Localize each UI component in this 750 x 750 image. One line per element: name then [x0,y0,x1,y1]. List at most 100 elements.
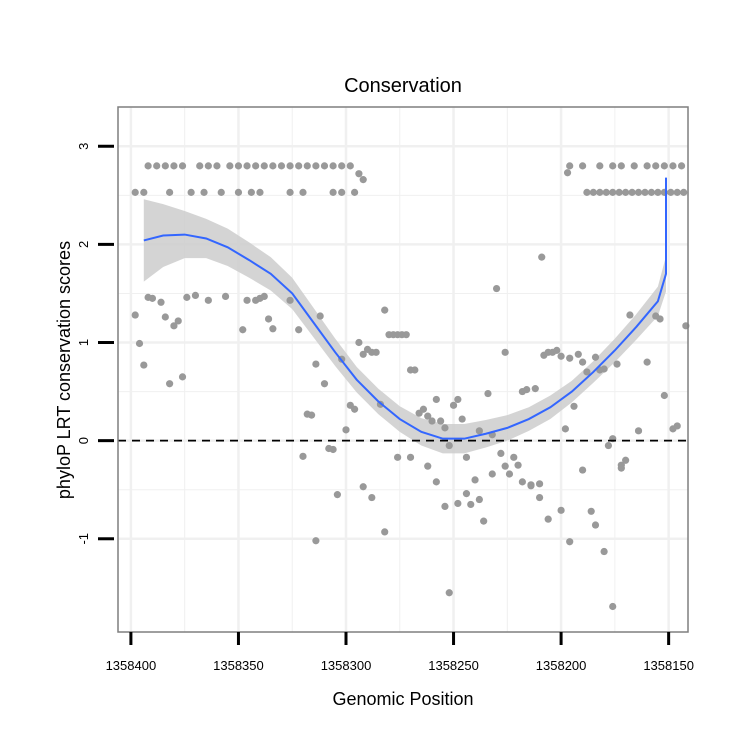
data-point-154 [570,402,578,410]
y-tick-label-1: 0 [76,437,91,444]
data-point-28 [217,188,225,196]
data-point-49 [579,162,587,170]
data-point-9 [234,162,243,170]
data-point-108 [372,348,380,356]
data-point-205 [609,602,617,611]
data-point-54 [609,188,617,196]
data-point-69 [135,339,144,348]
data-point-195 [501,462,509,470]
data-point-123 [437,417,445,425]
data-point-79 [183,293,191,301]
data-point-183 [368,493,376,502]
data-point-137 [497,449,505,458]
data-point-52 [596,188,604,196]
data-point-27 [200,188,208,196]
data-point-46 [669,162,677,170]
data-point-136 [492,284,501,293]
data-point-145 [531,385,539,393]
data-point-141 [514,461,522,469]
data-point-87 [260,292,268,300]
data-point-5 [196,162,204,170]
data-point-37 [355,170,363,178]
data-point-47 [677,162,686,170]
data-point-10 [243,162,251,170]
data-point-8 [226,162,234,170]
data-point-122 [432,395,440,404]
data-point-125 [445,441,453,450]
data-point-157 [583,368,591,376]
data-point-63 [667,188,675,196]
data-point-174 [673,422,681,430]
data-point-156 [579,358,587,366]
data-point-3 [170,162,178,170]
data-point-191 [454,499,462,508]
data-point-132 [475,427,483,435]
data-point-199 [544,515,552,523]
data-point-82 [221,292,230,300]
data-point-53 [602,188,610,196]
data-point-200 [557,506,565,514]
data-point-189 [441,502,449,510]
data-point-168 [634,427,643,435]
data-point-166 [622,456,630,464]
data-point-21 [338,162,346,170]
y-axis-ticks: -1 0 1 2 3 [76,143,114,545]
data-point-58 [634,188,643,196]
data-point-202 [579,466,587,474]
x-axis-ticks: 1358400 1358350 1358300 1358250 1358200 13581… [106,632,694,673]
data-point-95 [316,312,324,320]
data-point-203 [591,521,600,529]
data-point-190 [445,589,453,597]
data-point-201 [566,538,574,546]
chart-title: Conservation [344,75,462,97]
x-tick-label-4: 1358200 [536,658,587,673]
data-point-120 [424,412,432,420]
data-points [131,162,690,611]
data-point-91 [295,326,303,334]
data-point-42 [630,162,638,170]
data-point-103 [351,405,359,413]
data-point-77 [174,317,182,325]
y-axis-title: phyloP LRT conservation scores [54,241,74,499]
data-point-83 [239,326,247,334]
data-point-23 [131,188,139,196]
data-point-187 [424,462,432,470]
plot-frame [117,106,689,633]
data-point-119 [419,405,428,413]
data-point-11 [252,162,260,170]
data-point-167 [626,311,634,319]
data-point-57 [628,188,636,196]
data-point-60 [647,188,656,196]
data-point-36 [351,188,359,196]
data-point-78 [178,373,187,381]
data-point-110 [381,306,389,314]
data-point-152 [561,425,569,433]
x-tick-label-3: 1358250 [428,658,479,673]
data-point-197 [527,482,535,490]
data-point-180 [299,452,307,460]
data-point-171 [656,315,664,323]
data-point-93 [307,411,316,419]
data-point-150 [553,346,561,354]
data-point-56 [622,188,630,196]
y-tick-label-3: 2 [76,241,91,248]
data-point-68 [131,311,139,319]
data-point-16 [295,162,303,170]
data-point-24 [140,188,148,196]
smooth-line [143,177,667,440]
data-point-139 [505,470,514,478]
data-point-31 [256,188,264,196]
data-point-66 [563,169,572,177]
x-axis-title: Genomic Position [332,689,473,709]
data-point-115 [402,331,410,339]
data-point-84 [243,296,251,304]
data-point-22 [346,162,354,170]
data-point-13 [269,162,277,170]
data-point-182 [359,483,367,491]
data-point-39 [596,162,604,170]
data-point-43 [643,162,651,170]
data-point-121 [428,417,436,425]
data-point-70 [140,361,148,369]
data-point-143 [523,386,531,394]
